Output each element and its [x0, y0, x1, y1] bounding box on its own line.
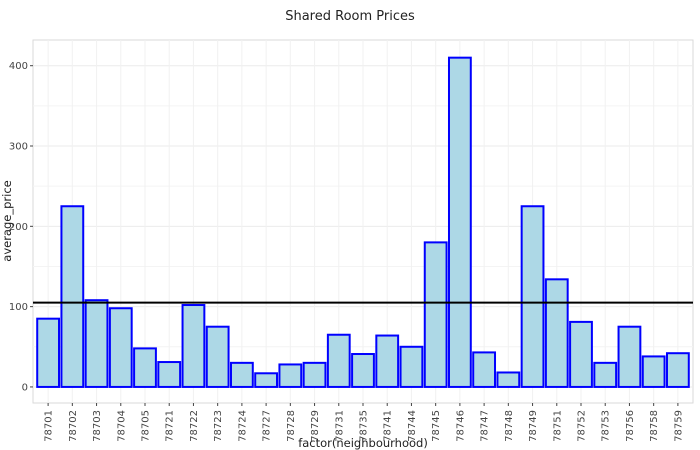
x-tick-label: 78721 [165, 410, 176, 442]
x-tick-label: 78748 [504, 410, 515, 442]
x-tick-label: 78747 [480, 410, 491, 442]
x-tick-label: 78702 [68, 410, 79, 442]
bar-78702 [60, 205, 85, 388]
bar-78752 [569, 320, 593, 388]
bar-78735 [351, 353, 375, 388]
x-tick-label: 78727 [262, 410, 273, 442]
x-tick-label: 78703 [92, 410, 103, 442]
x-axis-ticks: 78701 78702 78703 78704 78705 78721 78722 78723… [44, 403, 684, 442]
bar-78701 [36, 317, 61, 388]
x-tick-label: 78752 [577, 410, 588, 442]
bar-78727 [254, 372, 279, 388]
x-tick-label: 78749 [528, 410, 539, 442]
x-tick-label: 78728 [286, 410, 297, 442]
bar-78721 [157, 361, 182, 388]
y-tick-label: 100 [9, 302, 28, 313]
bar-78729 [302, 361, 327, 388]
x-tick-label: 78745 [431, 410, 442, 442]
bars [36, 56, 690, 388]
y-tick-label: 200 [9, 222, 28, 233]
y-axis-ticks: 0 100 200 300 400 [9, 61, 33, 393]
y-tick-label: 0 [22, 382, 28, 393]
x-tick-label: 78759 [673, 410, 684, 442]
x-tick-label: 78729 [310, 410, 321, 442]
y-tick-label: 400 [9, 61, 28, 72]
bar-78724 [229, 361, 254, 388]
bar-78759 [665, 352, 690, 388]
bar-78756 [617, 325, 642, 388]
x-tick-label: 78704 [116, 410, 127, 442]
x-tick-label: 78731 [334, 410, 345, 442]
bar-78731 [326, 333, 351, 388]
y-axis-title: average_price [0, 180, 14, 261]
y-tick-label: 300 [9, 142, 28, 153]
bar-78728 [278, 363, 303, 388]
bar-78705 [133, 347, 157, 388]
bar-78751 [544, 278, 569, 388]
x-tick-label: 78746 [455, 410, 466, 442]
chart-title: Shared Room Prices [285, 9, 415, 24]
bar-78703 [84, 299, 109, 388]
x-axis-title: factor(neighbourhood) [298, 436, 428, 450]
bar-78748 [496, 371, 521, 388]
x-tick-label: 78751 [552, 410, 563, 442]
bar-78704 [108, 307, 133, 388]
x-tick-label: 78744 [407, 410, 418, 442]
bar-78749 [520, 205, 545, 388]
bar-78744 [399, 345, 424, 388]
x-tick-label: 78722 [189, 410, 200, 442]
bar-78758 [641, 355, 666, 388]
bar-78722 [181, 304, 206, 388]
bar-78753 [593, 361, 618, 388]
bar-78746 [447, 56, 472, 388]
x-tick-label: 78735 [359, 410, 370, 442]
x-tick-label: 78723 [213, 410, 224, 442]
x-tick-label: 78724 [237, 410, 248, 442]
bar-78741 [375, 334, 400, 388]
bar-78723 [205, 325, 230, 388]
x-tick-label: 78741 [383, 410, 394, 442]
x-tick-label: 78758 [649, 410, 660, 442]
x-tick-label: 78705 [141, 410, 152, 442]
bar-78747 [472, 351, 497, 388]
x-tick-label: 78701 [44, 410, 55, 442]
bar-78745 [423, 241, 448, 388]
x-tick-label: 78756 [625, 410, 636, 442]
x-tick-label: 78753 [601, 410, 612, 442]
